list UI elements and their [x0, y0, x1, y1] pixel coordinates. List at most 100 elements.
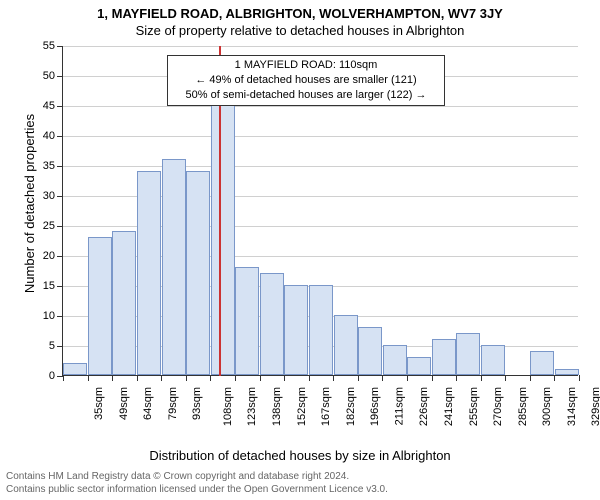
- x-tick: [210, 375, 211, 381]
- x-tick-label: 329sqm: [591, 387, 600, 426]
- x-tick-label: 300sqm: [541, 387, 553, 426]
- histogram-bar: [407, 357, 431, 375]
- y-tick: [57, 226, 63, 227]
- y-tick: [57, 166, 63, 167]
- y-tick-label: 20: [25, 250, 55, 262]
- histogram-bar: [162, 159, 186, 375]
- footer-line: Contains HM Land Registry data © Crown c…: [6, 471, 388, 484]
- x-tick-label: 167sqm: [320, 387, 332, 426]
- annotation-line: 50% of semi-detached houses are larger (…: [172, 88, 440, 103]
- x-tick: [530, 375, 531, 381]
- gridline-h: [63, 136, 578, 137]
- x-tick: [382, 375, 383, 381]
- x-tick: [333, 375, 334, 381]
- x-tick: [407, 375, 408, 381]
- x-tick: [309, 375, 310, 381]
- y-tick-label: 35: [25, 160, 55, 172]
- page-title-line1: 1, MAYFIELD ROAD, ALBRIGHTON, WOLVERHAMP…: [0, 0, 600, 21]
- histogram-bar: [284, 285, 308, 375]
- x-tick-label: 79sqm: [167, 387, 179, 420]
- x-tick: [481, 375, 482, 381]
- histogram-bar: [383, 345, 407, 375]
- y-tick-label: 15: [25, 280, 55, 292]
- histogram-bar: [186, 171, 210, 375]
- y-tick: [57, 346, 63, 347]
- histogram-bar: [309, 285, 333, 375]
- x-tick-label: 226sqm: [419, 387, 431, 426]
- gridline-h: [63, 106, 578, 107]
- histogram-bar: [88, 237, 112, 375]
- x-tick: [186, 375, 187, 381]
- histogram-bar: [481, 345, 505, 375]
- histogram-bar: [530, 351, 554, 375]
- histogram-bar: [432, 339, 456, 375]
- y-tick: [57, 256, 63, 257]
- annotation-box: 1 MAYFIELD ROAD: 110sqm ← 49% of detache…: [167, 55, 445, 106]
- y-tick: [57, 76, 63, 77]
- y-tick-label: 0: [25, 370, 55, 382]
- plot-area: 051015202530354045505535sqm49sqm64sqm79s…: [62, 46, 578, 376]
- histogram-bar: [211, 69, 235, 375]
- x-tick-label: 211sqm: [393, 387, 405, 425]
- x-tick-label: 108sqm: [222, 387, 234, 426]
- x-tick-label: 255sqm: [468, 387, 480, 426]
- x-tick: [579, 375, 580, 381]
- x-tick-label: 314sqm: [566, 387, 578, 426]
- x-tick: [260, 375, 261, 381]
- histogram-bar: [334, 315, 358, 375]
- x-tick: [358, 375, 359, 381]
- x-tick-label: 196sqm: [369, 387, 381, 426]
- footer-attribution: Contains HM Land Registry data © Crown c…: [6, 471, 388, 496]
- page-title-line2: Size of property relative to detached ho…: [0, 21, 600, 38]
- x-tick: [284, 375, 285, 381]
- x-tick-label: 152sqm: [296, 387, 308, 426]
- y-tick-label: 25: [25, 220, 55, 232]
- histogram-bar: [456, 333, 480, 375]
- y-tick: [57, 136, 63, 137]
- x-tick: [63, 375, 64, 381]
- x-axis-label: Distribution of detached houses by size …: [0, 448, 600, 463]
- y-tick: [57, 196, 63, 197]
- annotation-line: ← 49% of detached houses are smaller (12…: [172, 73, 440, 88]
- x-tick-label: 93sqm: [191, 387, 203, 420]
- x-tick: [505, 375, 506, 381]
- histogram-bar: [358, 327, 382, 375]
- x-tick: [235, 375, 236, 381]
- x-tick: [161, 375, 162, 381]
- histogram-bar: [235, 267, 259, 375]
- y-tick-label: 55: [25, 40, 55, 52]
- x-tick-label: 64sqm: [142, 387, 154, 420]
- histogram-bar: [260, 273, 284, 375]
- histogram-bar: [137, 171, 161, 375]
- x-tick: [88, 375, 89, 381]
- x-tick-label: 241sqm: [443, 387, 455, 426]
- y-tick-label: 50: [25, 70, 55, 82]
- x-tick: [554, 375, 555, 381]
- x-tick-label: 123sqm: [247, 387, 259, 426]
- y-tick-label: 40: [25, 130, 55, 142]
- y-tick-label: 5: [25, 340, 55, 352]
- y-tick-label: 10: [25, 310, 55, 322]
- histogram-bar: [63, 363, 87, 375]
- x-tick-label: 35sqm: [93, 387, 105, 420]
- x-tick: [137, 375, 138, 381]
- x-tick-label: 138sqm: [271, 387, 283, 426]
- x-tick: [432, 375, 433, 381]
- y-tick-label: 30: [25, 190, 55, 202]
- y-tick: [57, 106, 63, 107]
- x-tick-label: 285sqm: [517, 387, 529, 426]
- chart-container: Number of detached properties 0510152025…: [0, 40, 600, 430]
- y-tick-label: 45: [25, 100, 55, 112]
- annotation-line: 1 MAYFIELD ROAD: 110sqm: [172, 58, 440, 73]
- x-tick-label: 182sqm: [345, 387, 357, 426]
- x-tick: [456, 375, 457, 381]
- histogram-bar: [112, 231, 136, 375]
- gridline-h: [63, 166, 578, 167]
- y-tick: [57, 316, 63, 317]
- y-tick: [57, 46, 63, 47]
- x-tick-label: 270sqm: [492, 387, 504, 426]
- gridline-h: [63, 46, 578, 47]
- x-tick: [112, 375, 113, 381]
- histogram-bar: [555, 369, 579, 375]
- footer-line: Contains public sector information licen…: [6, 484, 388, 497]
